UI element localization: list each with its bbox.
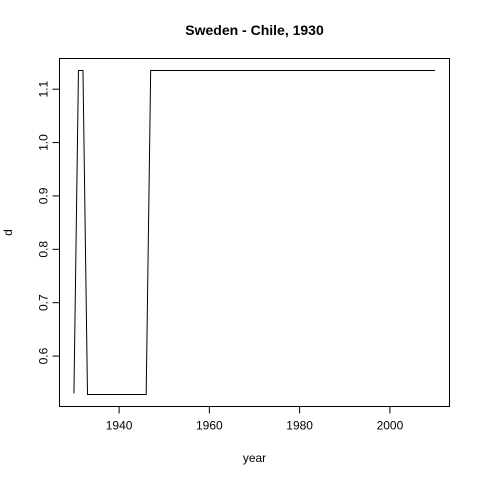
x-tick-label: 1980 <box>286 419 313 433</box>
y-tick-label: 0.7 <box>37 294 51 311</box>
x-axis-label: year <box>243 451 266 465</box>
y-axis: 0.6 0.7 0.8 0.9 1.0 1.1 <box>37 81 60 364</box>
series-line <box>73 70 436 395</box>
x-tick-label: 1960 <box>196 419 223 433</box>
y-axis-label: d <box>1 229 15 236</box>
y-tick-label: 0.9 <box>37 187 51 204</box>
x-tick-label: 1940 <box>106 419 133 433</box>
y-tick-label: 1.0 <box>37 134 51 151</box>
y-tick-label: 0.8 <box>37 241 51 258</box>
chart-title: Sweden - Chile, 1930 <box>185 22 324 38</box>
x-tick-label: 2000 <box>377 419 404 433</box>
x-axis: 1940 1960 1980 2000 <box>106 406 404 433</box>
y-tick-label: 1.1 <box>37 81 51 98</box>
y-tick-label: 0.6 <box>37 347 51 364</box>
